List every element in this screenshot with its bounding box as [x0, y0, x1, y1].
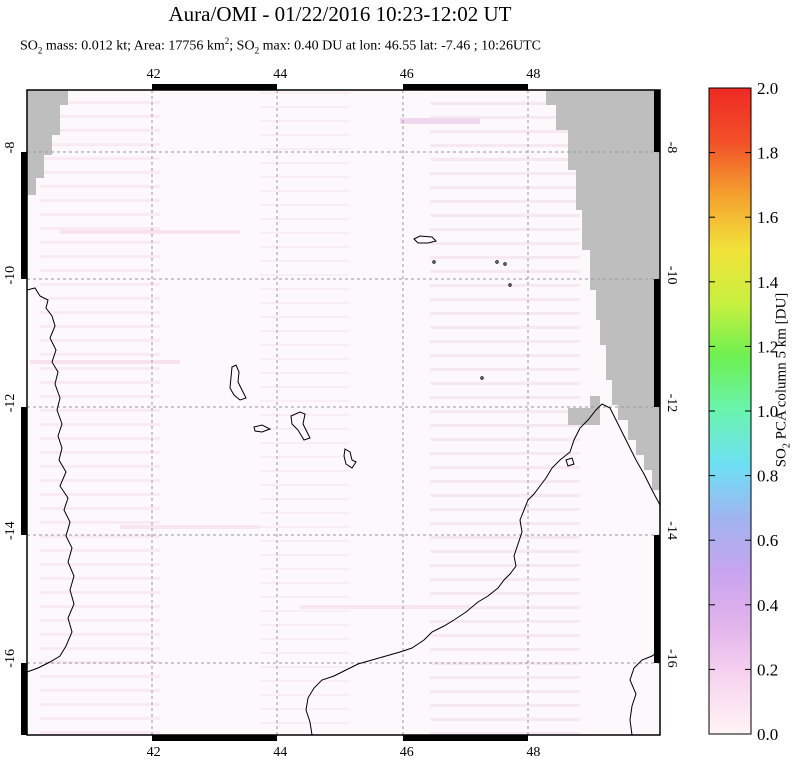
- left-latitude-labels: -8 -10 -12 -14 -16: [3, 142, 18, 668]
- colorbar-tick-label: 0.0: [757, 725, 778, 744]
- bottom-longitude-labels: 42 44 46 48: [147, 745, 541, 759]
- colorbar-tick-label: 0.2: [757, 660, 778, 679]
- colorbar-tick-label: 0.6: [757, 531, 778, 550]
- right-lat-label: -12: [664, 394, 679, 413]
- left-border-segment: [21, 152, 27, 279]
- colorbar-label: SO2 PCA column 5 km [DU]: [773, 292, 793, 468]
- mayotte-island: [343, 448, 357, 469]
- madagascar-coastline: [305, 403, 661, 736]
- islet: [508, 283, 512, 287]
- right-border-segment: [654, 90, 660, 152]
- map-border-ticks: [21, 84, 660, 741]
- colorbar: 2.0 1.8 1.6 1.4 1.2 1.0 0.8 0.6 0.4 0.2 0.0: [708, 79, 779, 744]
- so2-streak: [120, 525, 260, 529]
- bottom-border-segment: [403, 735, 528, 741]
- right-latitude-labels: -8 -10 -12 -14 -16: [664, 142, 679, 668]
- colorbar-ticks: 2.0 1.8 1.6 1.4 1.2 1.0 0.8 0.6 0.4 0.2 0.0: [709, 79, 779, 744]
- right-lat-label: -10: [664, 266, 679, 285]
- top-border-segment: [152, 84, 277, 90]
- map-title: Aura/OMI - 01/22/2016 10:23-12:02 UT: [168, 2, 512, 26]
- africa-coastline: [26, 287, 75, 673]
- no-data-region-madagascar-north: [568, 396, 600, 425]
- top-lon-label: 42: [147, 67, 161, 82]
- right-lat-label: -8: [664, 142, 679, 154]
- bottom-border-segment: [152, 735, 277, 741]
- coastlines: [26, 235, 661, 736]
- islet: [480, 376, 484, 380]
- bottom-lon-label: 46: [400, 745, 414, 759]
- left-lat-label: -16: [3, 649, 18, 668]
- colorbar-tick-label: 0.8: [757, 467, 778, 486]
- map-plot-area: [26, 90, 661, 736]
- right-lat-label: -16: [664, 649, 679, 668]
- top-lon-label: 46: [400, 67, 414, 82]
- map-subtitle: SO2 mass: 0.012 kt; Area: 17756 km2; SO2…: [20, 36, 542, 56]
- colorbar-tick-label: 1.0: [757, 402, 778, 421]
- nosy-be-island: [565, 457, 575, 467]
- islet: [503, 262, 507, 266]
- colorbar-gradient: [708, 87, 752, 735]
- top-lon-label: 48: [526, 67, 540, 82]
- aldabra-atoll: [413, 235, 437, 244]
- colorbar-tick-label: 2.0: [757, 79, 778, 98]
- right-border-segment: [654, 535, 660, 663]
- islet: [432, 260, 436, 264]
- colorbar-tick-label: 1.6: [757, 208, 778, 227]
- moheli-island: [253, 424, 272, 433]
- bottom-lon-label: 44: [273, 745, 287, 759]
- colorbar-tick-label: 1.4: [757, 273, 779, 292]
- left-border-segment: [21, 407, 27, 535]
- so2-streak: [400, 118, 480, 124]
- top-longitude-labels: 42 44 46 48: [147, 67, 541, 82]
- anjouan-island: [290, 411, 311, 441]
- left-lat-label: -14: [3, 521, 18, 540]
- top-border-segment: [403, 84, 528, 90]
- madagascar-east-coast: [629, 649, 661, 736]
- bottom-lon-label: 42: [147, 745, 161, 759]
- so2-field-background: [27, 90, 660, 735]
- islet: [495, 260, 499, 264]
- no-data-region-west: [27, 90, 68, 195]
- colorbar-tick-label: 0.4: [757, 596, 779, 615]
- bottom-lon-label: 48: [526, 745, 540, 759]
- left-lat-label: -8: [3, 142, 18, 154]
- left-lat-label: -10: [3, 266, 18, 285]
- so2-streak: [300, 605, 470, 609]
- right-border-segment: [654, 279, 660, 407]
- so2-streak: [30, 360, 180, 364]
- so2-streak: [60, 230, 240, 234]
- left-border-segment: [21, 663, 27, 735]
- right-lat-label: -14: [664, 521, 679, 540]
- colorbar-tick-label: 1.2: [757, 337, 778, 356]
- colorbar-tick-label: 1.8: [757, 144, 778, 163]
- grande-comore-island: [229, 364, 247, 401]
- top-lon-label: 44: [273, 67, 287, 82]
- left-lat-label: -12: [3, 394, 18, 413]
- no-data-region-east: [546, 90, 660, 490]
